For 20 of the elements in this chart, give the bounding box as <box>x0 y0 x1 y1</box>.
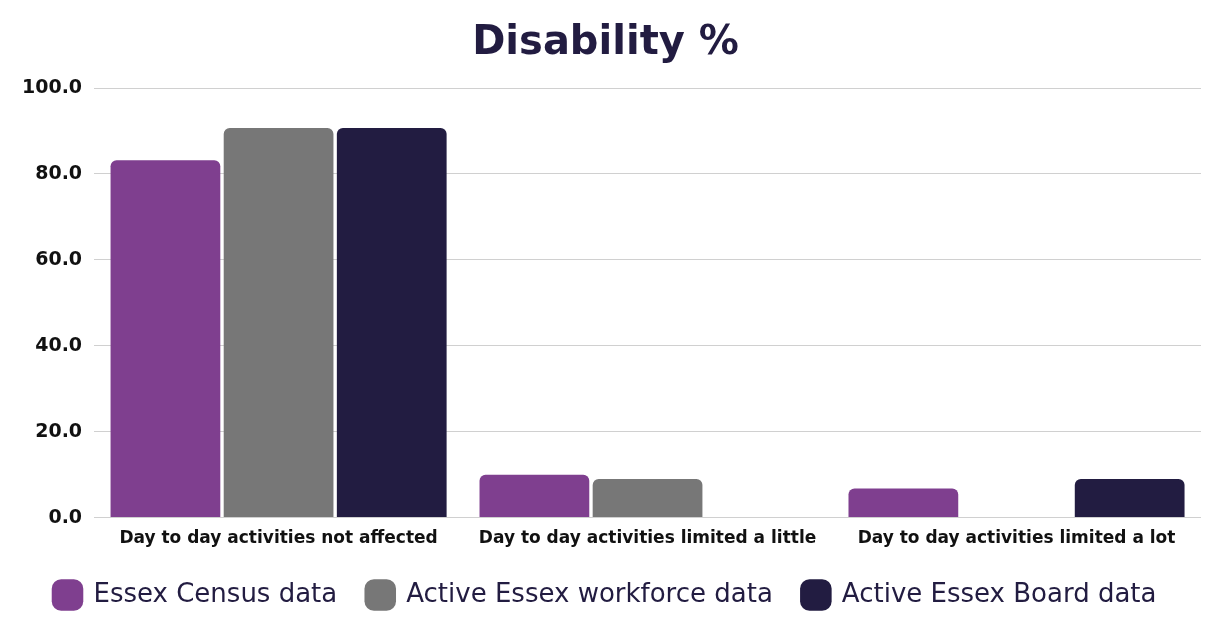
y-tick-label: 40.0 <box>35 332 83 355</box>
x-tick-label: Day to day activities limited a little <box>478 527 817 548</box>
legend-label: Active Essex workforce data <box>406 577 773 608</box>
bar <box>223 127 334 518</box>
legend-label: Essex Census data <box>93 577 338 608</box>
x-tick-label: Day to day activities not affected <box>119 527 438 548</box>
bar <box>479 474 590 518</box>
y-tick-label: 80.0 <box>35 160 83 183</box>
bar <box>336 127 447 518</box>
bar <box>1074 478 1185 518</box>
y-tick-label: 60.0 <box>35 246 83 269</box>
y-tick-label: 0.0 <box>48 504 83 527</box>
bar <box>848 488 959 518</box>
y-tick-label: 20.0 <box>35 418 83 441</box>
x-tick-label: Day to day activities limited a lot <box>857 527 1176 548</box>
bar <box>110 160 221 518</box>
bar <box>592 478 703 518</box>
chart-title: Disability % <box>472 17 739 64</box>
y-tick-label: 100.0 <box>21 74 83 97</box>
legend-label: Active Essex Board data <box>841 577 1157 608</box>
